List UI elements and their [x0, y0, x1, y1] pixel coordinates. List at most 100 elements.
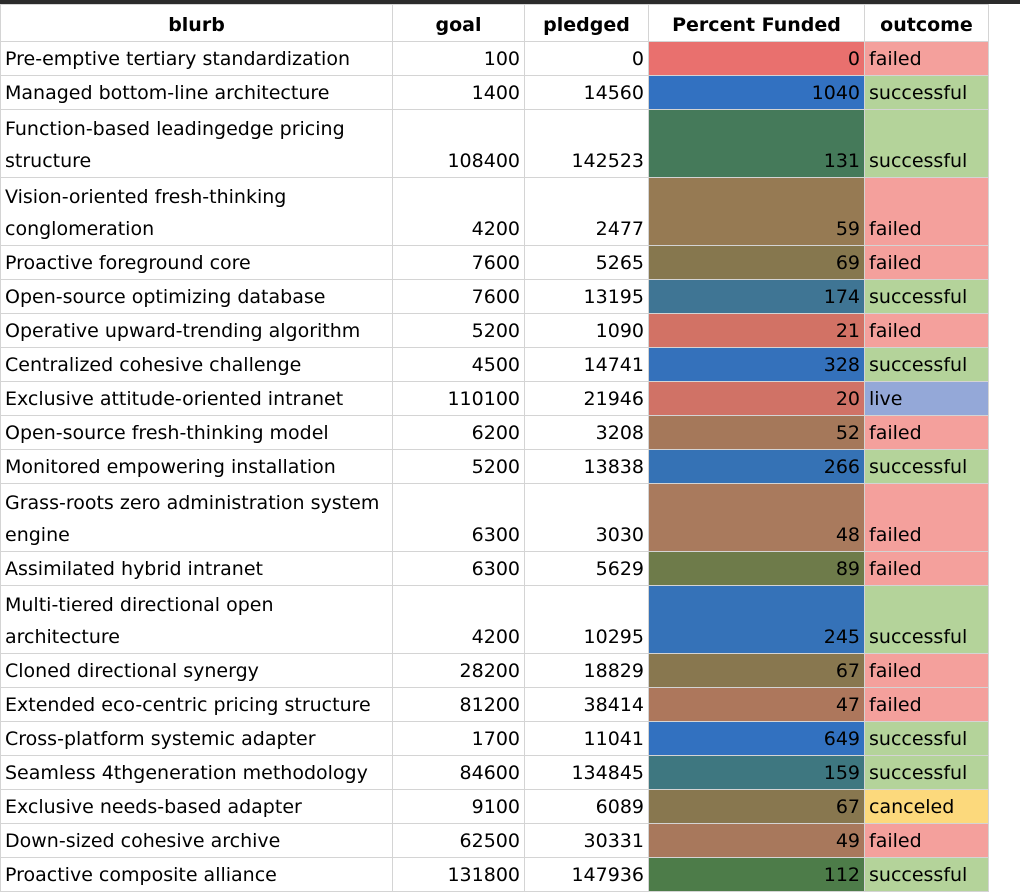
- pledged-cell[interactable]: 5265: [524, 245, 649, 280]
- pledged-cell[interactable]: 13838: [524, 449, 649, 484]
- goal-cell[interactable]: 4200: [392, 585, 525, 654]
- goal-cell[interactable]: 81200: [392, 687, 525, 722]
- blurb-cell[interactable]: Managed bottom-line architecture: [0, 75, 393, 110]
- pledged-cell[interactable]: 11041: [524, 721, 649, 756]
- pledged-cell[interactable]: 14560: [524, 75, 649, 110]
- blurb-cell[interactable]: Extended eco-centric pricing structure: [0, 687, 393, 722]
- outcome-cell[interactable]: failed: [864, 687, 989, 722]
- header-percent-funded[interactable]: Percent Funded: [648, 4, 865, 42]
- percent-funded-cell[interactable]: 49: [648, 823, 865, 858]
- header-goal[interactable]: goal: [392, 4, 525, 42]
- blurb-cell[interactable]: Exclusive attitude-oriented intranet: [0, 381, 393, 416]
- goal-cell[interactable]: 9100: [392, 789, 525, 824]
- blurb-cell[interactable]: Open-source fresh-thinking model: [0, 415, 393, 450]
- outcome-cell[interactable]: successful: [864, 449, 989, 484]
- percent-funded-cell[interactable]: 131: [648, 109, 865, 178]
- goal-cell[interactable]: 108400: [392, 109, 525, 178]
- outcome-cell[interactable]: successful: [864, 585, 989, 654]
- outcome-cell[interactable]: failed: [864, 483, 989, 552]
- header-pledged[interactable]: pledged: [524, 4, 649, 42]
- percent-funded-cell[interactable]: 59: [648, 177, 865, 246]
- blurb-cell[interactable]: Multi-tiered directional open architectu…: [0, 585, 393, 654]
- percent-funded-cell[interactable]: 67: [648, 789, 865, 824]
- pledged-cell[interactable]: 30331: [524, 823, 649, 858]
- percent-funded-cell[interactable]: 67: [648, 653, 865, 688]
- blurb-cell[interactable]: Centralized cohesive challenge: [0, 347, 393, 382]
- pledged-cell[interactable]: 10295: [524, 585, 649, 654]
- outcome-cell[interactable]: canceled: [864, 789, 989, 824]
- percent-funded-cell[interactable]: 266: [648, 449, 865, 484]
- percent-funded-cell[interactable]: 1040: [648, 75, 865, 110]
- pledged-cell[interactable]: 5629: [524, 551, 649, 586]
- pledged-cell[interactable]: 14741: [524, 347, 649, 382]
- goal-cell[interactable]: 7600: [392, 245, 525, 280]
- goal-cell[interactable]: 7600: [392, 279, 525, 314]
- outcome-cell[interactable]: successful: [864, 75, 989, 110]
- percent-funded-cell[interactable]: 0: [648, 41, 865, 76]
- pledged-cell[interactable]: 18829: [524, 653, 649, 688]
- goal-cell[interactable]: 4500: [392, 347, 525, 382]
- goal-cell[interactable]: 1400: [392, 75, 525, 110]
- outcome-cell[interactable]: successful: [864, 857, 989, 892]
- outcome-cell[interactable]: successful: [864, 755, 989, 790]
- blurb-cell[interactable]: Cross-platform systemic adapter: [0, 721, 393, 756]
- blurb-cell[interactable]: Open-source optimizing database: [0, 279, 393, 314]
- blurb-cell[interactable]: Pre-emptive tertiary standardization: [0, 41, 393, 76]
- goal-cell[interactable]: 1700: [392, 721, 525, 756]
- outcome-cell[interactable]: failed: [864, 313, 989, 348]
- outcome-cell[interactable]: failed: [864, 551, 989, 586]
- pledged-cell[interactable]: 134845: [524, 755, 649, 790]
- percent-funded-cell[interactable]: 174: [648, 279, 865, 314]
- outcome-cell[interactable]: failed: [864, 177, 989, 246]
- goal-cell[interactable]: 84600: [392, 755, 525, 790]
- goal-cell[interactable]: 110100: [392, 381, 525, 416]
- pledged-cell[interactable]: 38414: [524, 687, 649, 722]
- percent-funded-cell[interactable]: 89: [648, 551, 865, 586]
- goal-cell[interactable]: 5200: [392, 449, 525, 484]
- outcome-cell[interactable]: failed: [864, 653, 989, 688]
- percent-funded-cell[interactable]: 47: [648, 687, 865, 722]
- goal-cell[interactable]: 131800: [392, 857, 525, 892]
- pledged-cell[interactable]: 0: [524, 41, 649, 76]
- percent-funded-cell[interactable]: 48: [648, 483, 865, 552]
- blurb-cell[interactable]: Grass-roots zero administration system e…: [0, 483, 393, 552]
- blurb-cell[interactable]: Proactive foreground core: [0, 245, 393, 280]
- percent-funded-cell[interactable]: 69: [648, 245, 865, 280]
- blurb-cell[interactable]: Operative upward-trending algorithm: [0, 313, 393, 348]
- blurb-cell[interactable]: Seamless 4thgeneration methodology: [0, 755, 393, 790]
- pledged-cell[interactable]: 3030: [524, 483, 649, 552]
- blurb-cell[interactable]: Proactive composite alliance: [0, 857, 393, 892]
- outcome-cell[interactable]: successful: [864, 347, 989, 382]
- outcome-cell[interactable]: failed: [864, 41, 989, 76]
- pledged-cell[interactable]: 13195: [524, 279, 649, 314]
- goal-cell[interactable]: 6200: [392, 415, 525, 450]
- blurb-cell[interactable]: Down-sized cohesive archive: [0, 823, 393, 858]
- pledged-cell[interactable]: 147936: [524, 857, 649, 892]
- percent-funded-cell[interactable]: 52: [648, 415, 865, 450]
- percent-funded-cell[interactable]: 112: [648, 857, 865, 892]
- pledged-cell[interactable]: 3208: [524, 415, 649, 450]
- outcome-cell[interactable]: failed: [864, 415, 989, 450]
- goal-cell[interactable]: 5200: [392, 313, 525, 348]
- blurb-cell[interactable]: Monitored empowering installation: [0, 449, 393, 484]
- percent-funded-cell[interactable]: 649: [648, 721, 865, 756]
- blurb-cell[interactable]: Assimilated hybrid intranet: [0, 551, 393, 586]
- outcome-cell[interactable]: successful: [864, 279, 989, 314]
- goal-cell[interactable]: 4200: [392, 177, 525, 246]
- outcome-cell[interactable]: successful: [864, 721, 989, 756]
- percent-funded-cell[interactable]: 20: [648, 381, 865, 416]
- percent-funded-cell[interactable]: 21: [648, 313, 865, 348]
- pledged-cell[interactable]: 142523: [524, 109, 649, 178]
- outcome-cell[interactable]: live: [864, 381, 989, 416]
- outcome-cell[interactable]: successful: [864, 109, 989, 178]
- goal-cell[interactable]: 28200: [392, 653, 525, 688]
- goal-cell[interactable]: 6300: [392, 483, 525, 552]
- percent-funded-cell[interactable]: 159: [648, 755, 865, 790]
- header-blurb[interactable]: blurb: [0, 4, 393, 42]
- header-outcome[interactable]: outcome: [864, 4, 989, 42]
- blurb-cell[interactable]: Cloned directional synergy: [0, 653, 393, 688]
- outcome-cell[interactable]: failed: [864, 245, 989, 280]
- percent-funded-cell[interactable]: 245: [648, 585, 865, 654]
- goal-cell[interactable]: 6300: [392, 551, 525, 586]
- blurb-cell[interactable]: Function-based leadingedge pricing struc…: [0, 109, 393, 178]
